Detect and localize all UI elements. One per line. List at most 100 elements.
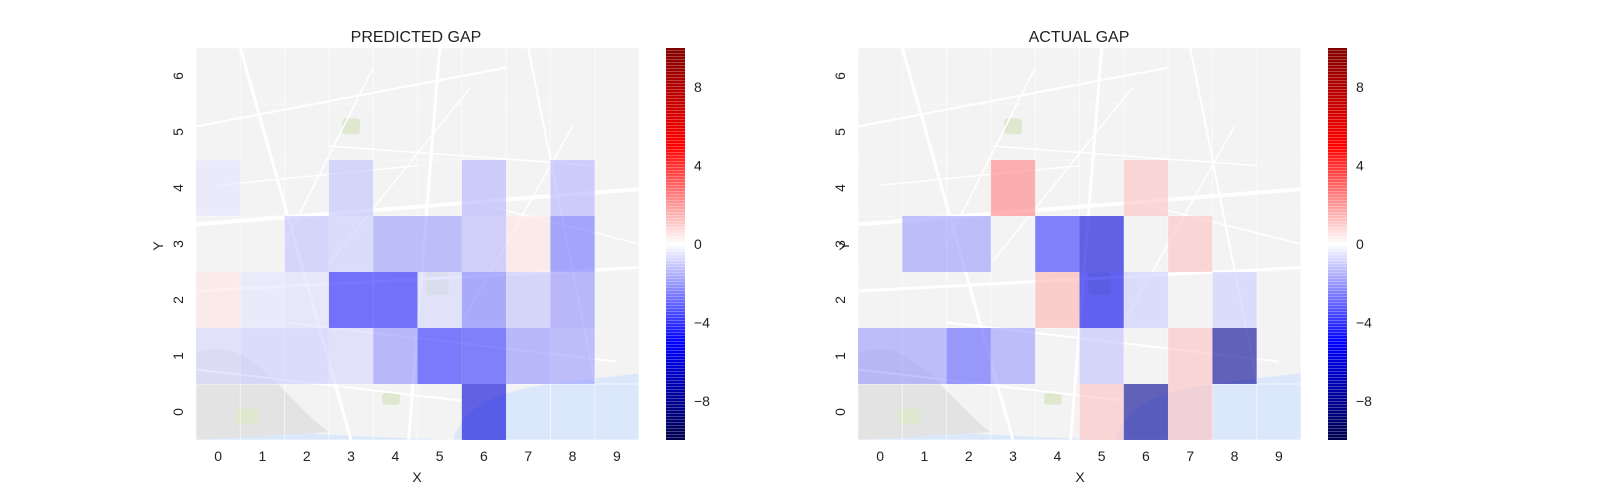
heatmap-cell (1168, 328, 1213, 384)
chart-title: ACTUAL GAP (1029, 29, 1130, 46)
map-road (880, 164, 1080, 186)
x-tick-label: 3 (1009, 448, 1017, 464)
y-tick-label: 5 (832, 128, 848, 136)
x-tick-label: 5 (1098, 448, 1106, 464)
colorbar-stripes (666, 48, 685, 440)
colorbar-tick-label: 0 (1356, 236, 1364, 252)
y-axis-ticks: 0 1 2 3 4 5 6 (832, 72, 848, 416)
colorbar: −8 −4 0 4 8 (1328, 48, 1372, 440)
heatmap-cell (196, 328, 241, 384)
colorbar-ticks: −8 −4 0 4 8 (1356, 79, 1372, 409)
colorbar-tick-label: 4 (694, 158, 702, 174)
y-tick-label: 3 (832, 240, 848, 248)
colorbar-tick-label: −4 (1356, 314, 1372, 330)
map-road (858, 66, 1169, 128)
map-park (1004, 118, 1022, 135)
heatmap-cell (990, 160, 1036, 216)
y-tick-label: 0 (170, 408, 186, 416)
heatmap-cell (550, 160, 595, 216)
heatmap-cells (858, 48, 1301, 440)
heatmap-cell (1079, 216, 1124, 272)
x-tick-label: 0 (876, 448, 884, 464)
heatmap-cell (417, 328, 462, 384)
x-tick-label: 8 (569, 448, 577, 464)
heatmap-cell (1035, 216, 1080, 272)
heatmap-cell (858, 328, 903, 384)
map-park (1044, 392, 1062, 405)
heatmap-cell (461, 160, 507, 216)
y-axis-label: Y (836, 241, 852, 251)
heatmap-cell (196, 272, 241, 328)
heatmap-cell (328, 272, 374, 328)
x-tick-label: 6 (480, 448, 488, 464)
colorbar-tick-label: −8 (1356, 393, 1372, 409)
colorbar-tick-label: 8 (1356, 79, 1364, 95)
heatmap-cell (284, 216, 329, 272)
heatmap-cell (1123, 384, 1169, 440)
map-park (897, 408, 921, 425)
heatmap-cell (328, 160, 374, 216)
heatmap-cell (1079, 272, 1124, 328)
y-tick-label: 4 (832, 184, 848, 192)
heatmap-cell (240, 328, 285, 384)
actual-gap-panel: ACTUAL GAP 0 1 2 3 4 5 6 7 8 9 0 1 2 3 4 5 6 X Y −8 −4 0 4… (832, 29, 1372, 485)
heatmap-cell (1079, 384, 1124, 440)
map-park (382, 392, 400, 405)
x-tick-label: 4 (391, 448, 399, 464)
y-tick-label: 1 (170, 352, 186, 360)
x-tick-label: 2 (303, 448, 311, 464)
y-tick-label: 2 (170, 296, 186, 304)
y-tick-label: 5 (170, 128, 186, 136)
x-tick-label: 1 (921, 448, 929, 464)
x-tick-label: 3 (347, 448, 355, 464)
y-tick-label: 0 (832, 408, 848, 416)
y-tick-label: 3 (170, 240, 186, 248)
heatmap-cell (1168, 216, 1213, 272)
heatmap-cell (461, 216, 507, 272)
colorbar-tick-label: 8 (694, 79, 702, 95)
x-tick-label: 6 (1142, 448, 1150, 464)
heatmap-cells (196, 48, 639, 440)
heatmap-cell (902, 328, 947, 384)
y-tick-label: 6 (832, 72, 848, 80)
x-tick-label: 7 (1186, 448, 1194, 464)
heatmap-cell (328, 216, 374, 272)
y-tick-label: 6 (170, 72, 186, 80)
map-road (196, 66, 507, 128)
heatmap-cell (461, 384, 507, 440)
x-tick-label: 1 (259, 448, 267, 464)
x-axis-label: X (1075, 469, 1085, 485)
colorbar-ticks: −8 −4 0 4 8 (694, 79, 710, 409)
x-axis-ticks: 0 1 2 3 4 5 6 7 8 9 (876, 448, 1283, 464)
heatmap-cell (1079, 328, 1124, 384)
x-axis-ticks: 0 1 2 3 4 5 6 7 8 9 (214, 448, 621, 464)
x-tick-label: 9 (613, 448, 621, 464)
heatmap-cell (946, 328, 991, 384)
map-road (990, 86, 1134, 265)
x-tick-label: 8 (1231, 448, 1239, 464)
heatmap-cell (1168, 384, 1213, 440)
colorbar-tick-label: −8 (694, 393, 710, 409)
heatmap-cell (284, 328, 329, 384)
heatmap-cell (196, 160, 241, 216)
heatmap-cell (506, 216, 551, 272)
x-tick-label: 0 (214, 448, 222, 464)
y-tick-label: 2 (832, 296, 848, 304)
colorbar-tick-label: 0 (694, 236, 702, 252)
y-tick-label: 4 (170, 184, 186, 192)
chart-title: PREDICTED GAP (351, 29, 482, 46)
heatmap-cell (373, 272, 418, 328)
heatmap-cell (550, 272, 595, 328)
heatmap-cell (461, 272, 507, 328)
heatmap-cell (1212, 272, 1257, 328)
y-axis-ticks: 0 1 2 3 4 5 6 (170, 72, 186, 416)
heatmap-cell (506, 272, 551, 328)
heatmap-cell (328, 328, 374, 384)
heatmap-cell (990, 328, 1036, 384)
heatmap-cell (461, 328, 507, 384)
heatmap-cell (506, 328, 551, 384)
heatmap-cell (1212, 328, 1257, 384)
colorbar-tick-label: −4 (694, 314, 710, 330)
